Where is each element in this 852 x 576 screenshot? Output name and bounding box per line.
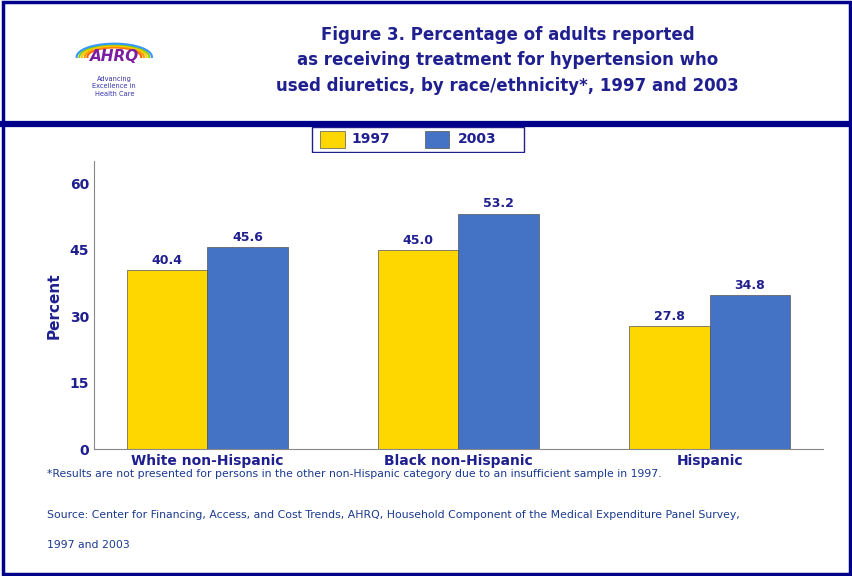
Text: Figure 3. Percentage of adults reported
as receiving treatment for hypertension : Figure 3. Percentage of adults reported … [276, 26, 738, 95]
Bar [127, 270, 207, 449]
Bar [709, 295, 789, 449]
Bar [320, 131, 344, 148]
FancyArrowPatch shape [21, 40, 56, 59]
Bar [207, 247, 287, 449]
Text: 45.6: 45.6 [232, 231, 262, 244]
Text: 34.8: 34.8 [734, 279, 764, 292]
Text: 2003: 2003 [458, 132, 496, 146]
Bar [458, 214, 538, 449]
Bar [629, 326, 709, 449]
Text: 27.8: 27.8 [653, 310, 684, 323]
Text: 1997: 1997 [351, 132, 389, 146]
Text: 53.2: 53.2 [483, 198, 514, 210]
Text: *Results are not presented for persons in the other non-Hispanic category due to: *Results are not presented for persons i… [47, 469, 660, 479]
Bar [78, 13, 156, 118]
Y-axis label: Percent: Percent [46, 272, 61, 339]
Text: 40.4: 40.4 [152, 254, 182, 267]
Text: AHRQ: AHRQ [89, 50, 139, 65]
Text: 1997 and 2003: 1997 and 2003 [47, 540, 130, 550]
Ellipse shape [18, 26, 85, 105]
Text: Source: Center for Financing, Access, and Cost Trends, AHRQ, Household Component: Source: Center for Financing, Access, an… [47, 510, 739, 520]
Text: 45.0: 45.0 [402, 234, 434, 247]
Bar [424, 131, 448, 148]
FancyBboxPatch shape [311, 127, 524, 151]
FancyArrowPatch shape [51, 40, 82, 59]
Bar [377, 250, 458, 449]
Text: Advancing
Excellence in
Health Care: Advancing Excellence in Health Care [92, 76, 136, 97]
